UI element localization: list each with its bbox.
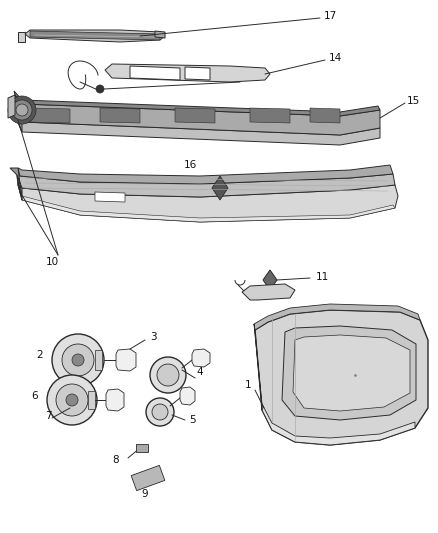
Circle shape (72, 354, 84, 366)
Text: 2: 2 (37, 350, 43, 360)
Polygon shape (14, 91, 380, 116)
Circle shape (12, 100, 32, 120)
Polygon shape (30, 108, 70, 123)
Polygon shape (242, 284, 295, 300)
Circle shape (66, 394, 78, 406)
Polygon shape (18, 32, 25, 42)
Polygon shape (180, 387, 195, 405)
Polygon shape (17, 175, 22, 200)
Circle shape (52, 334, 104, 386)
Polygon shape (105, 64, 270, 82)
Polygon shape (212, 176, 228, 200)
Circle shape (56, 384, 88, 416)
Polygon shape (255, 310, 428, 445)
Polygon shape (18, 185, 398, 222)
Polygon shape (262, 404, 415, 445)
Circle shape (47, 375, 97, 425)
Polygon shape (30, 31, 160, 40)
Polygon shape (18, 165, 393, 184)
Polygon shape (254, 304, 420, 330)
Text: 1: 1 (245, 380, 251, 390)
Text: 17: 17 (323, 11, 337, 21)
Polygon shape (131, 465, 165, 491)
Polygon shape (155, 31, 165, 38)
Polygon shape (116, 349, 136, 371)
Polygon shape (25, 30, 165, 42)
Text: 15: 15 (406, 96, 420, 106)
Circle shape (8, 96, 36, 124)
Text: 16: 16 (184, 160, 197, 170)
Text: 11: 11 (315, 272, 328, 282)
Polygon shape (185, 67, 210, 80)
Polygon shape (22, 196, 395, 222)
Polygon shape (17, 174, 395, 197)
Circle shape (96, 85, 104, 93)
Text: 8: 8 (113, 455, 119, 465)
Text: 3: 3 (150, 332, 156, 342)
Text: 6: 6 (32, 391, 38, 401)
Circle shape (62, 344, 94, 376)
Circle shape (146, 398, 174, 426)
Circle shape (16, 104, 28, 116)
Polygon shape (282, 326, 416, 420)
Polygon shape (254, 324, 262, 410)
Polygon shape (136, 444, 148, 452)
Polygon shape (95, 192, 125, 202)
Circle shape (157, 364, 179, 386)
Polygon shape (175, 108, 215, 123)
Polygon shape (15, 95, 380, 135)
Polygon shape (15, 95, 22, 132)
Polygon shape (10, 168, 22, 200)
Polygon shape (95, 350, 102, 370)
Text: 4: 4 (197, 367, 203, 377)
Polygon shape (100, 108, 140, 123)
Polygon shape (106, 389, 124, 411)
Polygon shape (88, 391, 95, 409)
Polygon shape (310, 108, 340, 123)
Text: 9: 9 (141, 489, 148, 499)
Polygon shape (192, 349, 210, 367)
Text: 7: 7 (45, 411, 51, 421)
Polygon shape (293, 335, 410, 411)
Polygon shape (250, 108, 290, 123)
Polygon shape (15, 105, 380, 145)
Polygon shape (130, 66, 180, 80)
Circle shape (152, 404, 168, 420)
Text: 10: 10 (46, 257, 59, 267)
Text: 5: 5 (189, 415, 195, 425)
Circle shape (150, 357, 186, 393)
Text: 14: 14 (328, 53, 342, 63)
Polygon shape (8, 95, 15, 118)
Polygon shape (263, 270, 277, 290)
